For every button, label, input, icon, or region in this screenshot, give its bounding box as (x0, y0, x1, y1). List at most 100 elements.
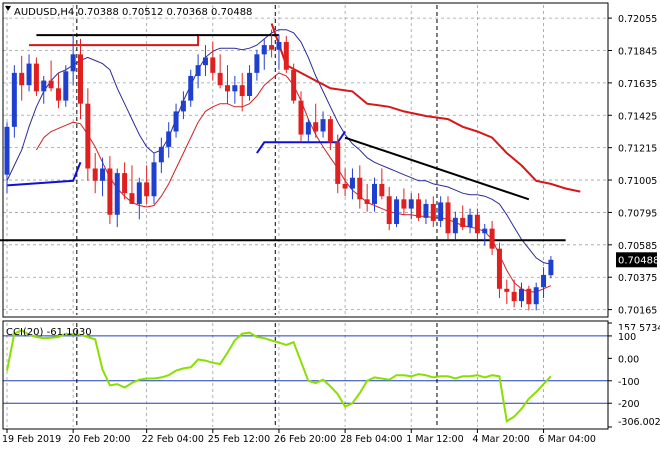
candle-body (386, 196, 392, 225)
candle-body (474, 214, 480, 234)
candle-body (210, 57, 216, 73)
time-axis: 19 Feb 2019 20 Feb 20:00 22 Feb 04:00 25 Fe… (2, 429, 596, 445)
price-chart-title: AUDUSD,H4 0.70388 0.70512 0.70368 0.7048… (14, 7, 252, 18)
price-tick-label: 0.71425 (618, 111, 657, 122)
session-break-lines (76, 5, 438, 427)
candle-body (423, 203, 429, 218)
price-title: AUDUSD,H4 0.70388 0.70512 0.70368 0.7048… (5, 6, 252, 18)
candle-body (283, 42, 289, 70)
candle-body (298, 100, 304, 135)
cci-tick-label: 157.5734 (618, 323, 660, 334)
candle-body (114, 173, 120, 215)
red-channel-line (29, 34, 200, 47)
candle-body (482, 228, 488, 234)
candle-body (217, 72, 223, 86)
candle-body (70, 54, 76, 72)
cci-tick-label: -306.0027 (618, 417, 660, 428)
trendline (344, 136, 530, 201)
candle-body (202, 57, 208, 66)
candle-body (327, 119, 333, 143)
candle-body (416, 199, 422, 218)
candle-body (305, 122, 311, 135)
cci-tick-label: 100 (618, 332, 636, 343)
time-tick-label: 19 Feb 2019 (2, 434, 61, 445)
indicator-overlays (0, 23, 581, 293)
cci-panel-frame (2, 320, 609, 430)
candle-body (394, 199, 400, 225)
candle-body (533, 287, 539, 305)
candle-body (78, 54, 83, 104)
candle-body (107, 168, 113, 215)
price-tick-label: 0.71635 (618, 79, 657, 90)
candle-body (100, 168, 106, 181)
candle-body (4, 126, 10, 175)
candle-body (254, 54, 260, 73)
candle-body (11, 72, 17, 127)
candle-body (122, 173, 128, 194)
cci-tick-label: 0.00 (618, 354, 639, 365)
cci-level-tag (612, 329, 640, 342)
upper-band-line (6, 29, 551, 265)
candle-body (151, 162, 157, 197)
candle-body (357, 177, 363, 200)
candle-body (41, 80, 47, 92)
candle-body (232, 85, 238, 92)
current-price-label: 0.70488 (618, 255, 659, 266)
candle-body (19, 72, 25, 86)
candle-body (349, 177, 355, 189)
price-tick-label: 0.70795 (618, 208, 657, 219)
candle-body (195, 65, 201, 76)
candle-body (408, 199, 414, 209)
candle-body (379, 183, 385, 197)
candle-body (438, 202, 444, 221)
price-tick-label: 0.70585 (618, 241, 657, 252)
price-tick-label: 0.70165 (618, 306, 657, 317)
candle-body (335, 142, 341, 184)
candle-body (511, 291, 517, 302)
candle-body (247, 72, 253, 96)
time-tick-label: 26 Feb 20:00 (274, 434, 336, 445)
candlesticks (4, 29, 554, 311)
chart-symbol-icon (5, 6, 11, 11)
current-price-tag (616, 252, 657, 268)
candle-body (239, 85, 245, 96)
cci-grid (3, 323, 608, 427)
candle-body (504, 288, 510, 292)
red-channel-line (270, 23, 581, 193)
candle-body (158, 146, 164, 163)
candle-body (489, 228, 495, 249)
candle-body (26, 63, 32, 86)
cci-tick-label: -200 (618, 399, 640, 410)
candle-body (144, 182, 150, 197)
price-tick-label: 0.70375 (618, 273, 657, 284)
candle-body (63, 71, 69, 101)
price-tick-label: 0.72055 (618, 14, 657, 25)
time-tick-label: 28 Feb 04:00 (340, 434, 402, 445)
cci-tick-label: -100 (618, 377, 640, 388)
candle-body (180, 100, 186, 112)
candle-body (291, 69, 297, 101)
candle-body (166, 131, 172, 147)
candle-body (48, 80, 54, 89)
blue-channel-line (256, 130, 346, 154)
time-tick-label: 20 Feb 20:00 (68, 434, 130, 445)
candle-body (445, 202, 451, 234)
candle-body (269, 45, 275, 50)
candle-body (320, 119, 326, 132)
price-axis: 0.72055 0.71845 0.71635 0.71425 0.71215 0.710… (608, 14, 657, 317)
candle-body (496, 248, 502, 289)
candle-body (519, 288, 524, 302)
cci-plot (6, 329, 552, 423)
candle-body (313, 122, 319, 132)
candle-body (92, 168, 98, 181)
candle-body (467, 214, 473, 228)
price-panel-frame (2, 2, 609, 318)
cci-line (6, 329, 552, 423)
candle-body (430, 203, 436, 221)
candle-body (188, 75, 194, 101)
cci-title: CCI(20) -61.1030 (6, 327, 92, 338)
candle-body (33, 63, 39, 92)
price-tick-label: 0.71215 (618, 144, 657, 155)
candle-body (452, 217, 458, 234)
